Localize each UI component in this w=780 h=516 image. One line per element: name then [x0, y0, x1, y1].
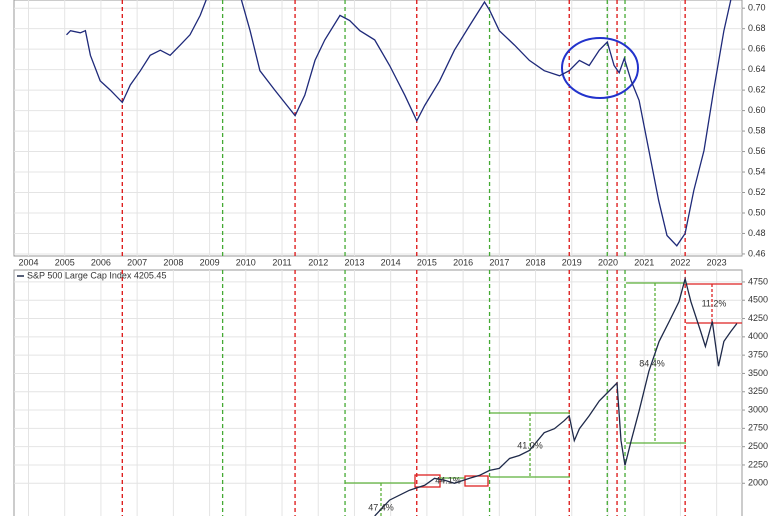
y-tick-label: 2250: [748, 459, 768, 469]
x-tick-label: 2013: [344, 257, 364, 267]
legend-label: S&P 500 Large Cap Index 4205.45: [27, 270, 166, 280]
y-tick-label: 0.58: [748, 125, 766, 135]
y-tick-label: 0.68: [748, 23, 766, 33]
x-tick-label: 2006: [91, 257, 111, 267]
x-tick-label: 2008: [163, 257, 183, 267]
y-tick-label: 0.46: [748, 248, 766, 258]
x-tick-label: 2023: [707, 257, 727, 267]
x-tick-label: 2014: [381, 257, 401, 267]
x-tick-label: 2007: [127, 257, 147, 267]
y-tick-label: 4000: [748, 331, 768, 341]
x-tick-label: 2020: [598, 257, 618, 267]
y-tick-label: 0.70: [748, 3, 766, 13]
highlight-ellipse: [561, 37, 639, 99]
y-tick-label: 2000: [748, 478, 768, 488]
annotation: 44.1%: [435, 475, 461, 485]
y-tick-label: 0.56: [748, 146, 766, 156]
series-line: [66, 0, 732, 247]
y-tick-label: 3000: [748, 404, 768, 414]
y-tick-label: 4500: [748, 295, 768, 305]
x-tick-label: 2010: [236, 257, 256, 267]
x-tick-label: 2004: [18, 257, 38, 267]
annotation: 84.4%: [639, 358, 665, 368]
y-tick-label: 3500: [748, 368, 768, 378]
x-tick-label: 2019: [562, 257, 582, 267]
y-tick-label: 3250: [748, 386, 768, 396]
annotation: 47.4%: [368, 502, 394, 512]
y-tick-label: 4750: [748, 276, 768, 286]
x-tick-label: 2015: [417, 257, 437, 267]
x-tick-label: 2022: [670, 257, 690, 267]
y-tick-label: 0.52: [748, 187, 766, 197]
y-tick-label: 0.66: [748, 44, 766, 54]
y-tick-label: 0.60: [748, 105, 766, 115]
series-line: [374, 276, 738, 516]
annotation: 11.2%: [702, 298, 727, 308]
y-tick-label: 0.62: [748, 84, 766, 94]
x-tick-label: 2009: [200, 257, 220, 267]
y-tick-label: 4250: [748, 313, 768, 323]
y-tick-label: 0.48: [748, 228, 766, 238]
x-tick-label: 2012: [308, 257, 328, 267]
y-tick-label: 2500: [748, 441, 768, 451]
top-panel-frame: [13, 0, 743, 257]
x-tick-label: 2018: [526, 257, 546, 267]
y-tick-label: 2750: [748, 423, 768, 433]
y-tick-label: 0.64: [748, 64, 766, 74]
measurement-lines: [345, 282, 742, 516]
annotation: 41.0%: [517, 440, 543, 450]
x-tick-label: 2005: [55, 257, 75, 267]
x-tick-label: 2017: [489, 257, 509, 267]
x-tick-label: 2021: [634, 257, 654, 267]
bottom-panel-frame: [13, 269, 743, 516]
x-tick-label: 2011: [272, 257, 291, 267]
x-tick-label: 2016: [453, 257, 473, 267]
y-tick-label: 3750: [748, 350, 768, 360]
y-tick-label: 0.54: [748, 166, 766, 176]
y-tick-label: 0.50: [748, 207, 766, 217]
